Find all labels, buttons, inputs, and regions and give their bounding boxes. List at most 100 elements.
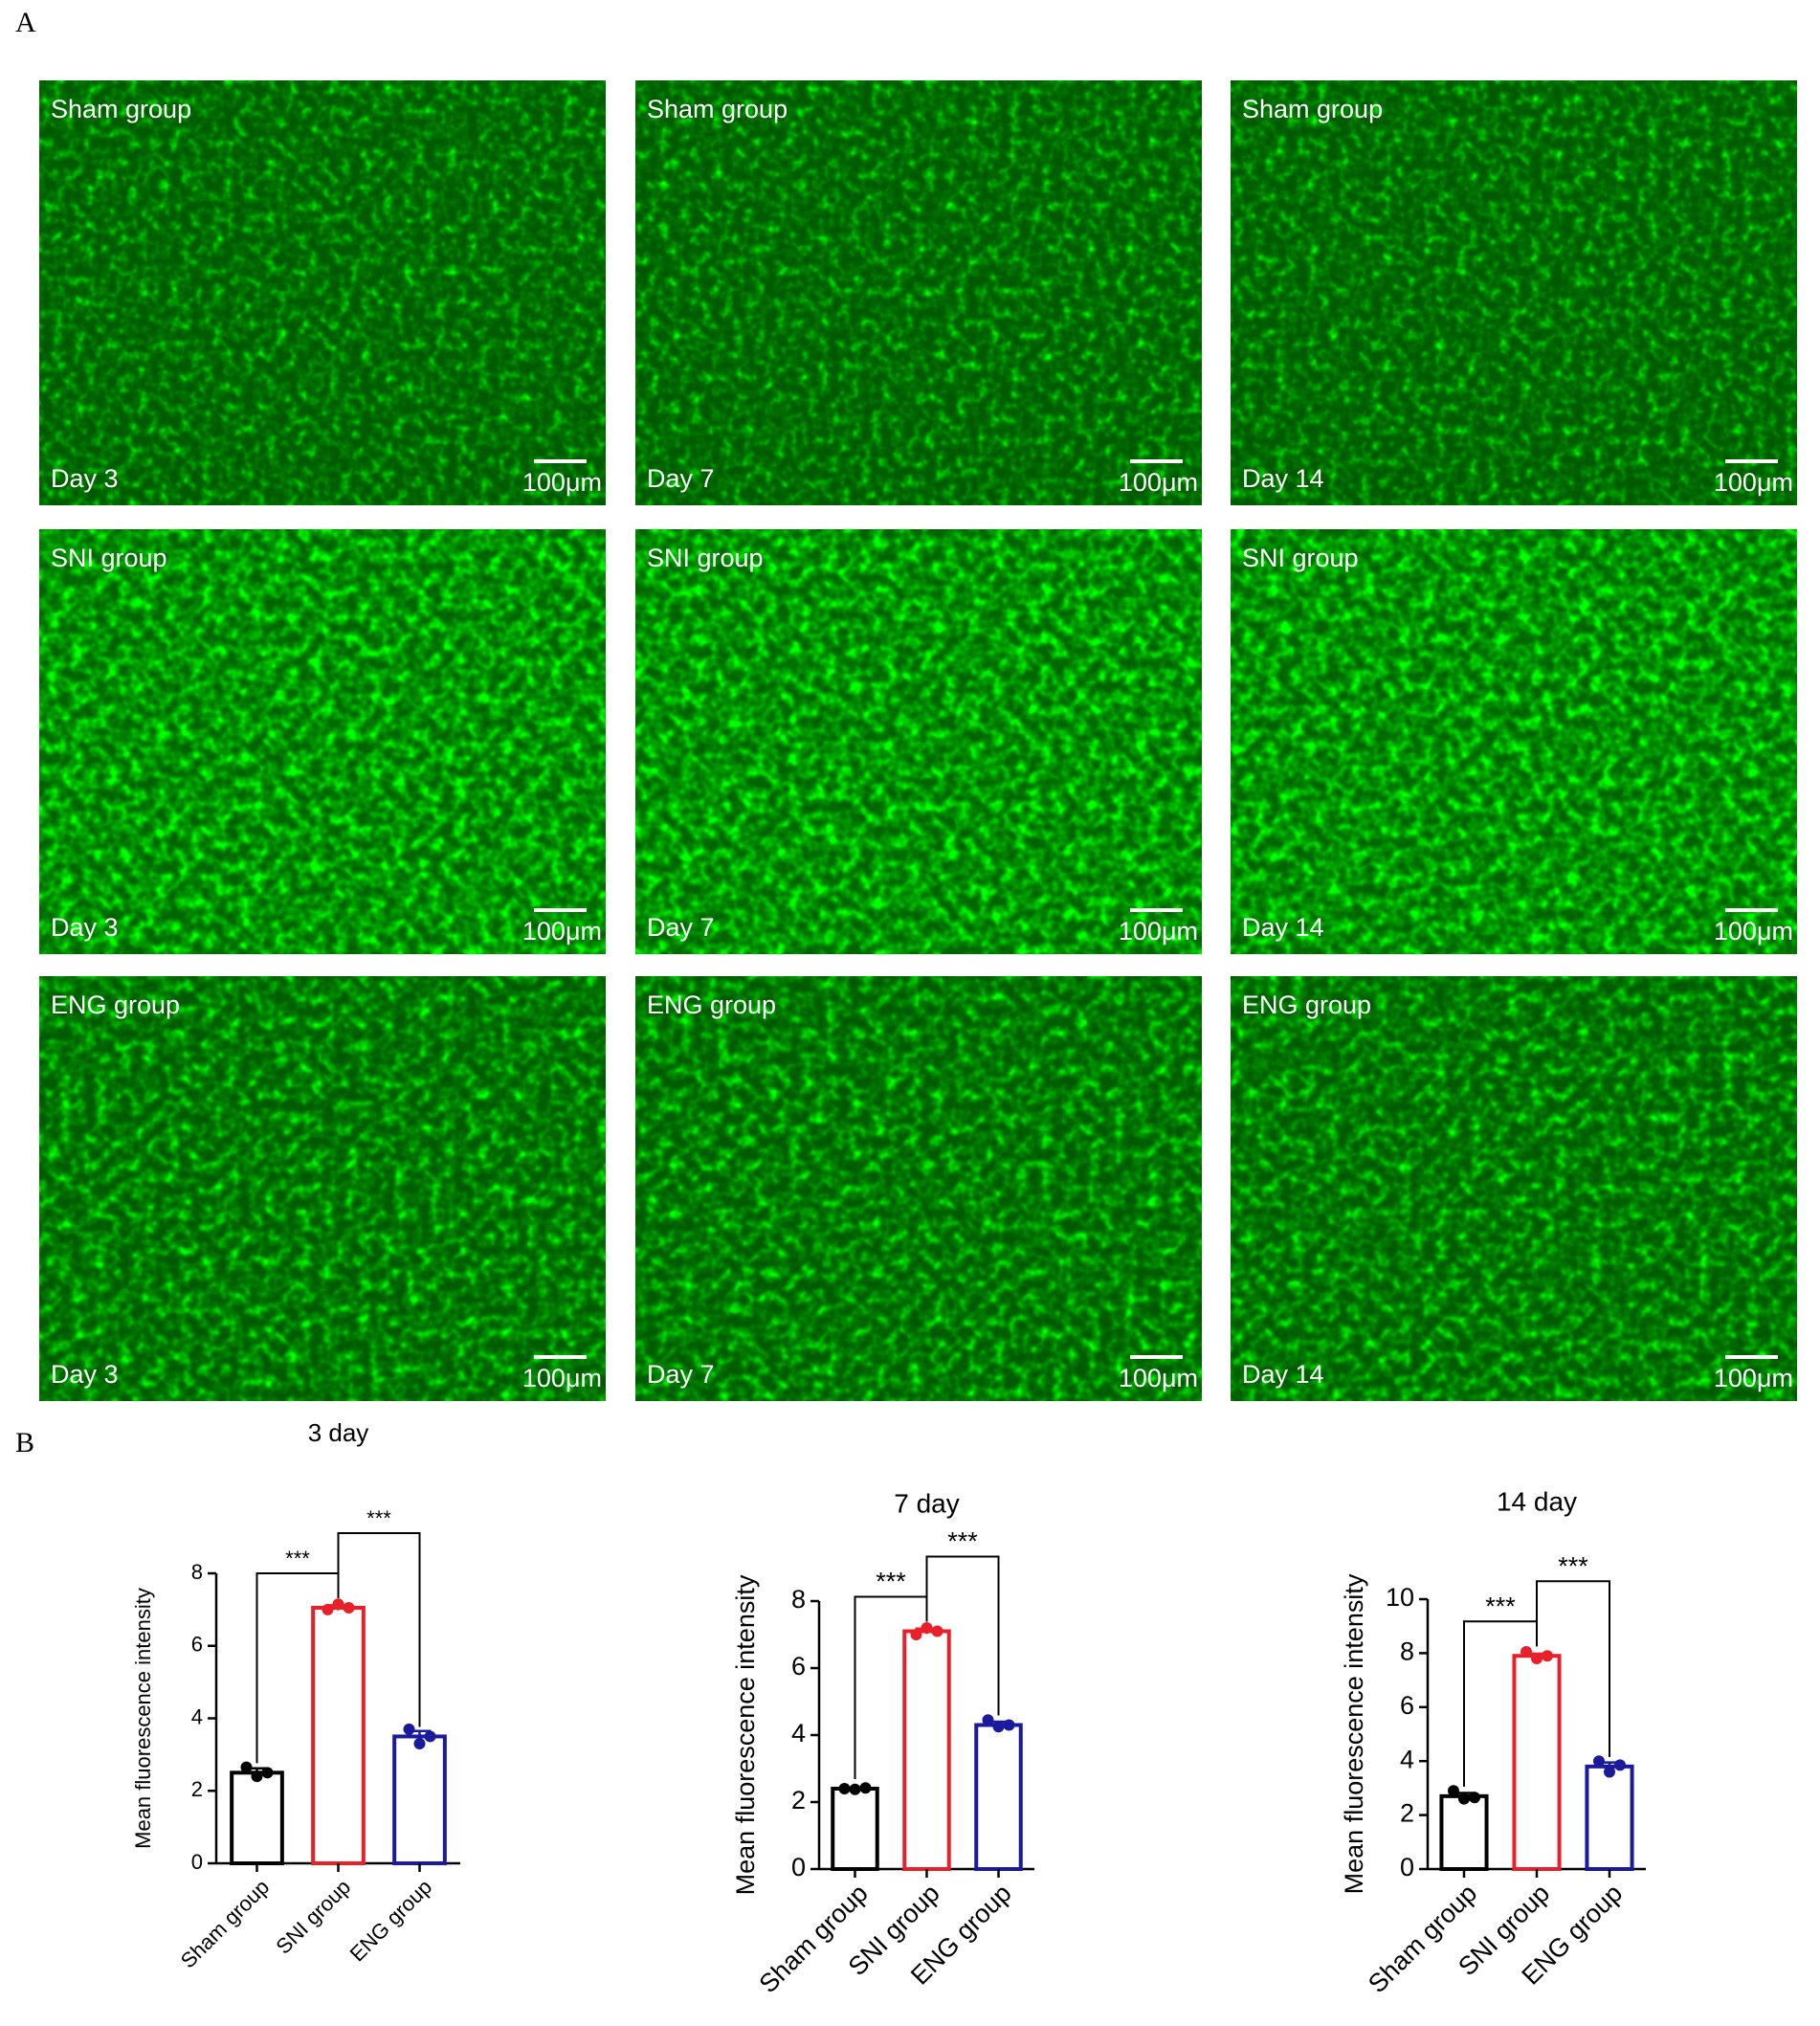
image-texture [1231, 976, 1797, 1401]
significance-label: *** [947, 1527, 978, 1556]
micrograph: SNI group Day 3 100μm [39, 529, 606, 954]
bar [974, 1723, 1023, 1871]
image-day-label: Day 3 [51, 913, 119, 942]
image-day-label: Day 7 [647, 1360, 715, 1389]
x-tick-label: Sham group [754, 1879, 874, 1998]
image-texture [39, 529, 606, 954]
data-point [910, 1629, 922, 1640]
micrograph: ENG group Day 3 100μm [39, 976, 606, 1401]
bar [1439, 1793, 1489, 1871]
data-point [240, 1761, 253, 1773]
bar [831, 1787, 879, 1871]
significance-bracket [925, 1555, 1000, 1716]
bar [230, 1770, 284, 1865]
data-point [332, 1598, 344, 1611]
data-point [322, 1603, 334, 1615]
bar-chart: 3 day Mean fluorescence intensity 0 2 4 6 8 Sha… [131, 1418, 460, 1972]
image-texture [1231, 529, 1797, 954]
image-day-label: Day 3 [51, 464, 119, 493]
y-axis-label: Mean fluorescence intensity [731, 1574, 760, 1895]
micrograph: ENG group Day 14 100μm [1231, 976, 1797, 1401]
significance-bracket [1536, 1580, 1610, 1757]
panel-label: B [15, 1427, 34, 1458]
image-day-label: Day 14 [1242, 464, 1324, 493]
y-tick-label: 4 [191, 1704, 203, 1728]
micrograph: Sham group Day 14 100μm [1231, 80, 1797, 505]
x-tick-label: Sham group [176, 1875, 274, 1972]
image-group-label: Sham group [647, 95, 788, 123]
significance-label: *** [366, 1506, 391, 1530]
bar-chart: 14 day Mean fluorescence intensity 0 2 4 6 8 10… [1340, 1486, 1646, 1998]
micrograph: Sham group Day 7 100μm [635, 80, 1202, 505]
x-tick-label: Sham group [1363, 1879, 1482, 1998]
bar [902, 1629, 951, 1871]
data-point [982, 1714, 994, 1726]
bar [392, 1734, 447, 1865]
y-tick-label: 6 [791, 1652, 806, 1681]
y-tick-label: 2 [1400, 1799, 1414, 1828]
scale-label: 100μm [1119, 468, 1198, 497]
micrograph: SNI group Day 14 100μm [1231, 529, 1797, 954]
data-point [1520, 1645, 1532, 1658]
data-point [1458, 1792, 1470, 1805]
significance-bracket [337, 1531, 421, 1727]
data-point [343, 1601, 355, 1614]
micrograph: ENG group Day 7 100μm [635, 976, 1202, 1401]
data-point [251, 1770, 263, 1783]
image-group-label: ENG group [647, 991, 776, 1019]
image-texture [635, 976, 1202, 1401]
image-group-label: ENG group [1242, 991, 1371, 1019]
data-point [403, 1723, 415, 1735]
y-tick-label: 0 [191, 1850, 203, 1874]
scale-label: 100μm [1714, 1364, 1793, 1392]
scale-label: 100μm [1119, 917, 1198, 946]
chart-title: 3 day [308, 1418, 369, 1447]
image-day-label: Day 3 [51, 1360, 119, 1389]
y-tick-label: 4 [1400, 1745, 1414, 1773]
data-point [413, 1738, 426, 1750]
y-tick-label: 8 [191, 1560, 203, 1584]
image-group-label: SNI group [51, 544, 167, 572]
data-point [1593, 1755, 1605, 1768]
y-tick-label: 4 [791, 1719, 806, 1748]
data-point [1531, 1653, 1543, 1665]
y-tick-label: 8 [1400, 1637, 1414, 1666]
data-point [921, 1622, 933, 1634]
bar [1585, 1764, 1634, 1871]
chart-title: 7 day [894, 1488, 960, 1518]
micrograph: SNI group Day 7 100μm [635, 529, 1202, 954]
image-texture [635, 529, 1202, 954]
x-tick-label: SNI group [271, 1875, 355, 1959]
image-group-label: SNI group [647, 544, 764, 572]
image-texture [39, 80, 606, 505]
scale-label: 100μm [522, 917, 602, 946]
y-tick-label: 8 [791, 1585, 806, 1614]
image-group-label: Sham group [51, 95, 191, 123]
y-tick-label: 6 [191, 1633, 203, 1657]
scale-label: 100μm [1714, 917, 1793, 946]
data-point [859, 1782, 872, 1794]
y-tick-label: 0 [1400, 1853, 1414, 1881]
image-group-label: SNI group [1242, 544, 1359, 572]
y-tick-label: 2 [191, 1777, 203, 1801]
y-tick-label: 6 [1400, 1691, 1414, 1720]
bar-chart: 7 day Mean fluorescence intensity 0 2 4 6 8 Sha… [731, 1488, 1034, 1998]
data-point [1542, 1650, 1553, 1662]
data-point [931, 1625, 943, 1637]
data-point [261, 1767, 274, 1779]
image-texture [1231, 80, 1797, 505]
x-tick-label: ENG group [345, 1875, 437, 1967]
scale-label: 100μm [522, 468, 602, 497]
data-point [849, 1783, 861, 1795]
data-point [1448, 1785, 1459, 1797]
significance-label: *** [285, 1547, 310, 1570]
image-day-label: Day 7 [647, 464, 715, 493]
data-point [1604, 1766, 1615, 1778]
significance-label: *** [1558, 1551, 1588, 1580]
image-texture [635, 80, 1202, 505]
y-tick-label: 0 [791, 1853, 806, 1881]
image-texture [39, 976, 606, 1401]
y-tick-label: 10 [1386, 1583, 1414, 1612]
image-group-label: ENG group [51, 991, 180, 1019]
